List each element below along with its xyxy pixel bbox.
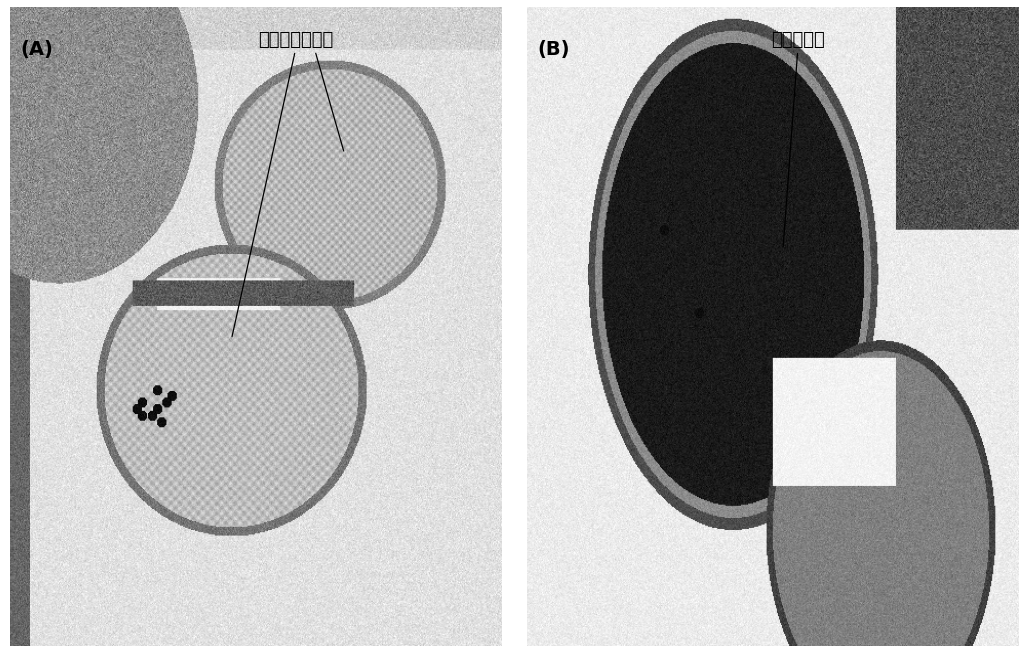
Text: (A): (A) — [20, 40, 53, 59]
Text: (B): (B) — [538, 40, 570, 59]
Text: 에티오플라스트: 에티오플라스트 — [258, 31, 333, 49]
Text: 틸라코이드: 틸라코이드 — [771, 31, 824, 49]
